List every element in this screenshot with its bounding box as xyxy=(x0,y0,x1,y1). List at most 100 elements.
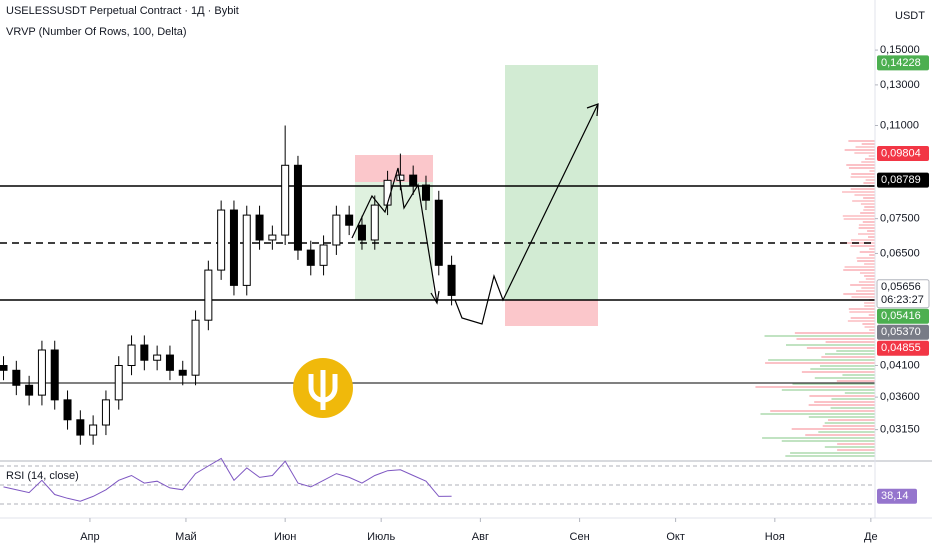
price-label-badge xyxy=(877,308,929,324)
volume-profile-row xyxy=(792,383,875,385)
candle-body xyxy=(281,164,290,236)
arrow-head xyxy=(586,103,599,117)
candle-body xyxy=(268,234,277,241)
volume-profile-row xyxy=(843,269,875,271)
volume-profile-row xyxy=(844,266,875,268)
volume-profile-row xyxy=(837,449,875,451)
volume-profile-row xyxy=(850,188,875,190)
x-tick-label: Де xyxy=(864,531,878,543)
candle-body xyxy=(50,349,59,401)
candle-body xyxy=(127,344,136,367)
volume-profile-row xyxy=(825,341,875,343)
candle-body xyxy=(357,224,366,241)
volume-profile-row xyxy=(848,140,875,142)
volume-profile-row xyxy=(770,410,875,412)
candle-body xyxy=(101,399,110,426)
candle-body xyxy=(76,419,85,436)
rsi-value-label: 38,14 xyxy=(881,490,909,502)
volume-profile-row xyxy=(867,230,875,232)
candle-body xyxy=(409,174,418,186)
volume-profile-row xyxy=(850,245,875,247)
volume-profile-row xyxy=(864,263,875,265)
candle-body xyxy=(178,369,187,376)
volume-profile-row xyxy=(858,227,875,229)
price-label: 0,09804 xyxy=(881,147,921,159)
volume-profile-row xyxy=(825,353,875,355)
volume-profile-row xyxy=(861,143,875,145)
volume-profile-row xyxy=(856,290,875,292)
y-tick-label: 0,03150 xyxy=(880,424,920,436)
price-label: 0,08789 xyxy=(881,174,921,186)
volume-profile-row xyxy=(856,257,875,259)
candle-body xyxy=(434,199,443,266)
candle-body xyxy=(114,365,123,401)
indicator-label: VRVP (Number Of Rows, 100, Delta) xyxy=(6,26,187,38)
y-tick-label: 0,06500 xyxy=(880,247,920,259)
price-label-badge xyxy=(877,340,929,356)
volume-profile-row xyxy=(855,146,875,148)
volume-profile-row xyxy=(864,158,875,160)
x-tick-label: Ноя xyxy=(765,531,785,543)
volume-profile-row xyxy=(857,260,875,262)
volume-profile-row xyxy=(764,335,875,337)
x-tick-label: Июн xyxy=(274,531,296,543)
volume-profile-row xyxy=(842,215,875,217)
volume-profile-row xyxy=(831,398,875,400)
x-tick-label: Авг xyxy=(472,531,489,543)
x-tick-label: Окт xyxy=(666,531,685,543)
volume-profile-row xyxy=(858,281,875,283)
volume-profile-row xyxy=(861,161,875,163)
volume-profile-row xyxy=(808,404,875,406)
volume-profile-row xyxy=(850,176,875,178)
candle-body xyxy=(0,365,8,371)
volume-profile-row xyxy=(810,368,875,370)
volume-profile-row xyxy=(765,362,875,364)
rsi-value-badge xyxy=(877,488,917,504)
volume-profile-row xyxy=(852,200,875,202)
volume-profile-row xyxy=(814,377,875,379)
volume-profile-row xyxy=(847,320,875,322)
volume-profile-row xyxy=(854,152,875,154)
volume-profile-row xyxy=(858,224,875,226)
volume-profile-row xyxy=(824,422,875,424)
volume-profile-row xyxy=(864,275,875,277)
volume-profile-row xyxy=(842,374,875,376)
volume-profile-row xyxy=(865,278,875,280)
candle-body xyxy=(370,204,379,241)
volume-profile-row xyxy=(836,380,875,382)
volume-profile-row xyxy=(851,173,875,175)
volume-profile-row xyxy=(806,347,875,349)
volume-profile-row xyxy=(830,407,875,409)
rsi-title: RSI (14, close) xyxy=(6,470,79,482)
price-label: 0,05370 xyxy=(881,326,921,338)
price-label-badge xyxy=(877,172,929,188)
target-zone xyxy=(355,182,433,300)
volume-profile-row xyxy=(865,179,875,181)
sell-zone xyxy=(355,155,433,182)
chart-title: USELESSUSDT Perpetual Contract · 1Д · By… xyxy=(6,5,239,17)
volume-profile-row xyxy=(854,194,875,196)
candle-body xyxy=(229,209,238,286)
y-tick-label: 0,03600 xyxy=(880,391,920,403)
volume-profile-row xyxy=(863,182,875,184)
candles xyxy=(0,125,456,445)
price-label-badge xyxy=(877,324,929,340)
volume-profile-row xyxy=(805,434,875,436)
price-label-badge xyxy=(877,145,929,161)
volume-profile-row xyxy=(819,365,875,367)
volume-profile-row xyxy=(843,293,875,295)
candle-body xyxy=(447,264,456,296)
volume-profile-row xyxy=(801,371,875,373)
volume-profile-row xyxy=(868,236,875,238)
y-tick-label: 0,11000 xyxy=(880,119,919,131)
currency-label: USDT xyxy=(895,10,925,22)
volume-profile-row xyxy=(863,197,875,199)
volume-profile-row xyxy=(837,443,875,445)
candle-body xyxy=(191,319,200,376)
volume-profile-row xyxy=(850,239,875,241)
price-label-badge xyxy=(876,279,930,309)
y-tick-label: 0,13000 xyxy=(880,79,920,91)
volume-profile xyxy=(755,140,875,457)
